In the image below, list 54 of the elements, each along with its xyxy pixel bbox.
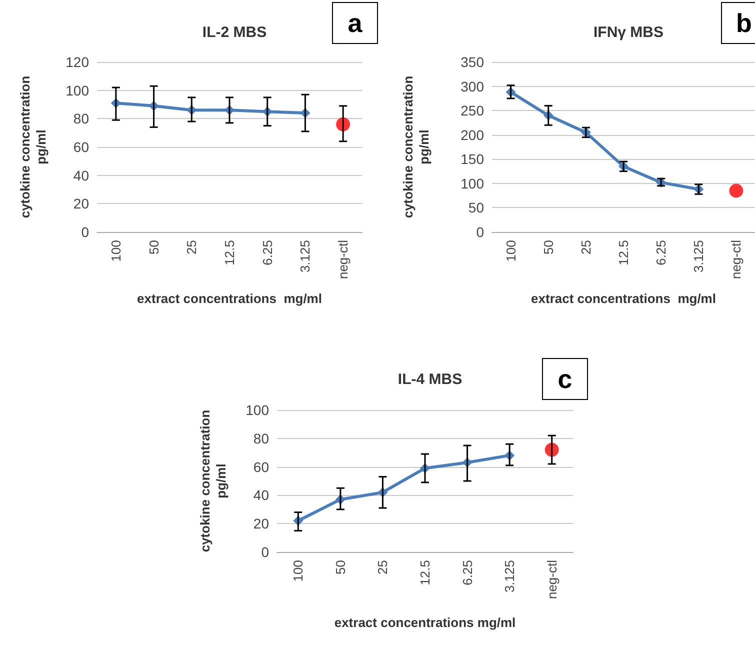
x-tick-label: neg-ctl <box>544 560 560 600</box>
x-tick-label: 100 <box>290 560 306 582</box>
x-tick-label: 25 <box>578 240 594 254</box>
y-axis-title: cytokine concentration pg/ml <box>400 76 432 218</box>
x-axis-title: extract concentrations mg/ml <box>531 291 716 306</box>
y-tick-label: 40 <box>73 167 90 184</box>
y-tick-label: 100 <box>66 82 90 98</box>
x-tick-label: 50 <box>332 560 348 574</box>
y-tick-label: 60 <box>73 139 90 155</box>
x-tick-label: 3.125 <box>691 240 706 273</box>
chart-title: IL-4 MBS <box>398 371 462 388</box>
x-tick-label: 6.25 <box>654 240 669 266</box>
x-tick-label: 6.25 <box>460 560 475 586</box>
y-tick-label: 350 <box>460 54 484 70</box>
x-tick-label: 50 <box>540 240 556 254</box>
y-tick-label: 80 <box>253 430 270 446</box>
y-tick-label: 120 <box>66 54 90 70</box>
y-tick-label: 0 <box>476 224 484 240</box>
y-tick-label: 60 <box>253 458 270 475</box>
x-tick-label: 6.25 <box>260 240 275 266</box>
text: c <box>542 358 588 400</box>
y-tick-label: 100 <box>246 402 270 418</box>
x-tick-label: 3.125 <box>502 560 518 593</box>
y-tick-label: 20 <box>253 516 270 532</box>
x-tick-label: 3.125 <box>298 240 313 273</box>
y-tick-label: 100 <box>460 175 484 192</box>
y-axis-title: cytokine concentration pg/ml <box>198 410 228 552</box>
y-axis-title: cytokine concentration pg/ml <box>18 76 48 218</box>
x-tick-label: 50 <box>146 240 162 254</box>
x-tick-label: 12.5 <box>222 240 237 266</box>
text: b <box>721 2 755 44</box>
x-tick-label: 100 <box>108 240 124 262</box>
y-tick-label: 250 <box>460 102 484 119</box>
x-tick-label: 12.5 <box>616 240 631 266</box>
y-tick-label: 0 <box>261 544 270 560</box>
x-axis-title: extract concentrations mg/ml <box>137 291 322 306</box>
chart-title: IL-2 MBS <box>202 24 267 41</box>
y-tick-label: 40 <box>253 487 270 504</box>
y-tick-label: 200 <box>460 126 484 143</box>
x-tick-label: 100 <box>503 240 518 262</box>
chart-title: IFNγ MBS <box>593 24 664 41</box>
x-tick-label: 12.5 <box>418 560 432 586</box>
x-axis-title: extract concentrations mg/ml <box>334 615 516 630</box>
y-tick-label: 20 <box>73 196 90 212</box>
x-tick-label: 25 <box>184 240 200 254</box>
y-tick-label: 150 <box>460 151 484 168</box>
y-tick-label: 300 <box>460 78 484 94</box>
text: a <box>332 2 378 44</box>
y-tick-label: 0 <box>81 224 90 240</box>
x-tick-label: neg-ctl <box>728 240 744 280</box>
y-tick-label: 80 <box>73 110 90 127</box>
x-tick-label: neg-ctl <box>336 240 351 280</box>
x-tick-label: 25 <box>375 560 390 574</box>
y-tick-label: 50 <box>468 200 484 216</box>
